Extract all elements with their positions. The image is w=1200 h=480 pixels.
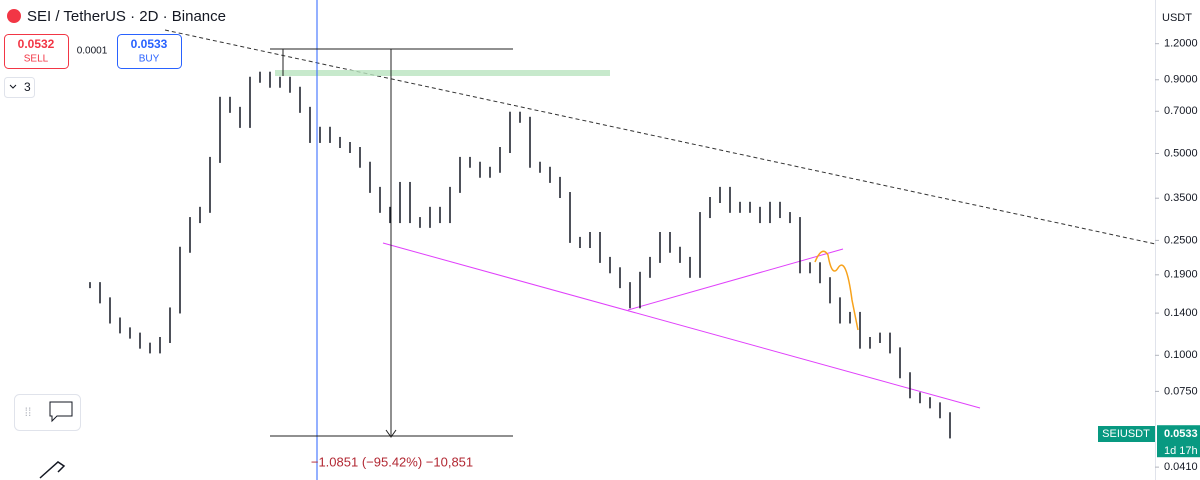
axis-unit: USDT — [1162, 12, 1192, 24]
sell-label: SELL — [24, 54, 49, 65]
y-tick-label: 0.3500 — [1164, 192, 1198, 204]
measure-label: −1.0851 (−95.42%) −10,851 — [311, 454, 473, 469]
y-tick-label: 0.9000 — [1164, 74, 1198, 86]
trendline — [164, 29, 1155, 245]
y-tick-label: 0.1000 — [1164, 349, 1198, 361]
last-price: 0.0533 — [1164, 428, 1198, 440]
last-price-box — [1157, 425, 1200, 458]
drag-handle[interactable]: ⁞⁞ — [25, 405, 32, 419]
y-tick-label: 0.2500 — [1164, 234, 1198, 246]
y-tick-label: 1.2000 — [1164, 38, 1198, 50]
indicators-count: 3 — [24, 80, 31, 94]
symbol-tag-text: SEIUSDT — [1102, 428, 1150, 440]
y-tick-label: 0.1900 — [1164, 269, 1198, 281]
sell-price: 0.0532 — [18, 37, 55, 51]
projection — [814, 250, 859, 331]
y-tick-label: 0.5000 — [1164, 147, 1198, 159]
channel-line — [627, 248, 844, 311]
brush-tool[interactable] — [39, 461, 66, 479]
symbol-icon — [7, 9, 21, 23]
symbol-title[interactable]: SEI / TetherUS · 2D · Binance — [27, 8, 226, 25]
buy-label: BUY — [139, 54, 160, 65]
indicators-toggle[interactable] — [4, 77, 35, 98]
y-tick-label: 0.0410 — [1164, 461, 1198, 473]
zone — [275, 70, 610, 76]
spread: 0.0001 — [77, 46, 108, 57]
price-bars — [89, 71, 951, 439]
y-tick-label: 0.0750 — [1164, 385, 1198, 397]
buy-button[interactable] — [117, 34, 182, 69]
countdown: 1d 17h — [1164, 445, 1198, 457]
chevron — [9, 84, 17, 89]
y-tick-label: 0.7000 — [1164, 105, 1198, 117]
drawings — [164, 0, 1155, 480]
y-tick-label: 0.1400 — [1164, 307, 1198, 319]
buy-price: 0.0533 — [131, 37, 168, 51]
note-tool[interactable] — [49, 401, 73, 423]
channel-line — [382, 242, 981, 409]
sell-button[interactable] — [4, 34, 69, 69]
drawing-toolbar — [14, 394, 81, 431]
measure-arrowhead — [385, 429, 397, 438]
symbol-tag — [1098, 426, 1155, 442]
